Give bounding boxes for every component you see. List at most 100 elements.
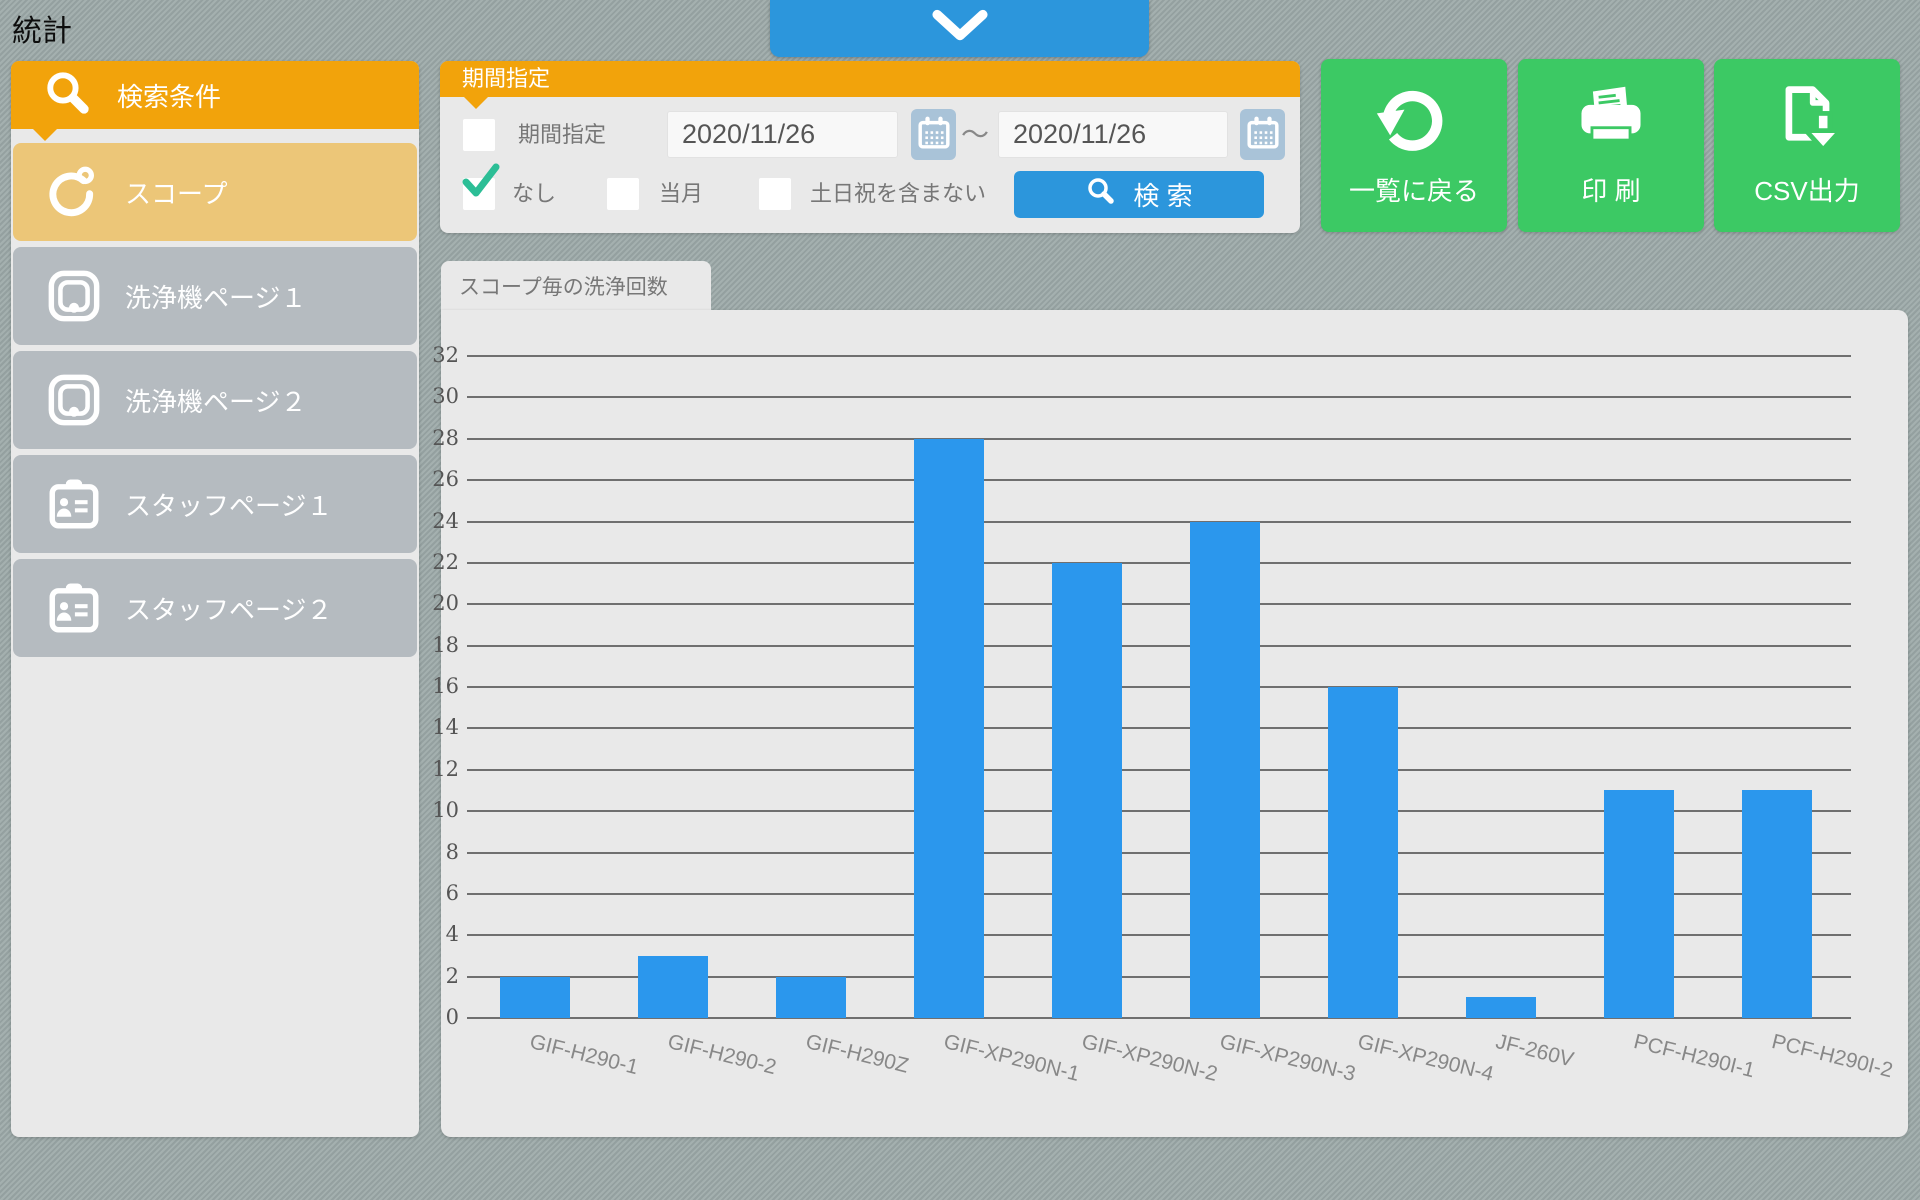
filter-none-checkbox[interactable]: [462, 163, 500, 210]
calendar-from-button[interactable]: [911, 109, 956, 160]
y-axis-tick-label: 32: [432, 343, 459, 367]
search-button[interactable]: 検 索: [1014, 171, 1264, 218]
gridline: [467, 975, 1851, 978]
x-axis-tick-label: GIF-XP290N-2: [1079, 1030, 1220, 1086]
gridline: [467, 686, 1851, 688]
bar-PCF-H290I-1: [1604, 790, 1674, 1018]
bar-GIF-XP290N-1: [914, 438, 984, 1018]
x-axis-tick-label: JF-260V: [1493, 1030, 1577, 1072]
gridline: [467, 1017, 1851, 1019]
search-icon: [41, 66, 95, 125]
x-axis-tick-label: GIF-XP290N-1: [941, 1030, 1082, 1086]
date-from-input[interactable]: [667, 111, 898, 158]
action-button-label: CSV出力: [1754, 176, 1860, 206]
search-icon: [1085, 175, 1117, 214]
sidebar-header-pointer: [33, 129, 57, 141]
x-axis-tick-label: GIF-XP290N-3: [1217, 1030, 1358, 1086]
bar-GIF-XP290N-2: [1052, 562, 1122, 1018]
date-range-separator: ～: [961, 119, 990, 150]
y-axis-tick-label: 6: [445, 880, 459, 905]
gridline: [467, 479, 1851, 482]
y-axis-tick-label: 18: [432, 632, 459, 657]
sidebar-item-label: スコープ: [125, 178, 228, 209]
chevron-down-icon: [921, 8, 999, 49]
search-button-label: 検 索: [1133, 181, 1193, 211]
y-axis-tick-label: 10: [432, 798, 459, 823]
staff-icon: [45, 576, 103, 640]
bar-GIF-H290-2: [638, 955, 708, 1018]
y-axis-tick-label: 28: [432, 425, 459, 450]
y-axis-tick-label: 4: [445, 922, 459, 947]
y-axis-tick-label: 16: [432, 674, 459, 698]
gridline: [467, 934, 1851, 937]
sidebar-items: スコープ洗浄機ページ１ 洗浄機ページ２ スタッフページ１ スタッフページ２: [13, 143, 417, 657]
y-axis-tick-label: 24: [432, 508, 459, 533]
printer-icon: [1571, 81, 1651, 163]
sidebar-item-label: スタッフページ２: [125, 594, 333, 625]
staff-icon: [45, 472, 103, 536]
bar-PCF-H290I-2: [1742, 790, 1812, 1018]
bar-chart: 0 2 4 6 8 10 12 14 16 18 20 22 24 26 28 30 32 GIF-H290-1 G…: [432, 343, 1895, 1086]
sidebar-header: 検索条件: [11, 61, 419, 129]
gridline: [467, 355, 1851, 357]
gridline: [467, 644, 1851, 647]
calendar-to-button[interactable]: [1240, 109, 1285, 160]
gridline: [467, 810, 1851, 813]
y-axis-tick-label: 14: [432, 715, 459, 740]
bar-GIF-H290-1: [500, 976, 570, 1018]
collapse-panel-button[interactable]: [770, 0, 1149, 57]
y-axis-tick-label: 2: [445, 963, 459, 988]
y-axis-tick-label: 30: [432, 384, 459, 409]
csv-export-button[interactable]: CSV出力: [1714, 59, 1900, 232]
bar-GIF-XP290N-3: [1190, 521, 1260, 1018]
bar-GIF-XP290N-4: [1328, 687, 1398, 1018]
y-axis-tick-label: 22: [432, 549, 459, 574]
filter-current-month-checkbox[interactable]: [607, 178, 639, 210]
period-panel-title: 期間指定: [462, 66, 551, 91]
gridline: [467, 437, 1851, 440]
filter-none-label: なし: [512, 181, 557, 206]
sidebar-item-staff-page-1[interactable]: スタッフページ１: [13, 455, 417, 553]
calendar-icon: [915, 114, 953, 155]
sidebar-item-scope[interactable]: スコープ: [13, 143, 417, 241]
filter-exclude-weekends-holidays-label: 土日祝を含まない: [810, 181, 987, 206]
back-to-list-button[interactable]: 一覧に戻る: [1321, 59, 1507, 232]
x-axis-tick-label: GIF-XP290N-4: [1355, 1030, 1496, 1086]
x-axis-tick-label: PCF-H290I-2: [1769, 1030, 1896, 1083]
print-button[interactable]: 印 刷: [1518, 59, 1704, 232]
sidebar-header-label: 検索条件: [117, 81, 222, 112]
date-to-input[interactable]: [998, 111, 1228, 158]
period-panel-header: 期間指定: [440, 61, 1300, 97]
chart-tab-label: スコープ毎の洗浄回数: [459, 276, 668, 299]
gridline: [467, 603, 1851, 606]
sidebar-item-label: スタッフページ１: [125, 490, 333, 521]
y-axis-tick-label: 26: [432, 467, 459, 492]
period-range-checkbox[interactable]: [463, 119, 495, 151]
gridline: [467, 520, 1851, 523]
x-axis-tick-label: GIF-H290-1: [527, 1030, 641, 1080]
filter-current-month-label: 当月: [659, 181, 704, 206]
filter-exclude-weekends-holidays-checkbox[interactable]: [759, 178, 791, 210]
chart-tab[interactable]: スコープ毎の洗浄回数: [441, 261, 711, 313]
gridline: [467, 727, 1851, 730]
bar-GIF-H290Z: [776, 976, 846, 1018]
x-axis-tick-label: GIF-H290Z: [803, 1030, 911, 1078]
sidebar-item-label: 洗浄機ページ１: [125, 282, 307, 313]
action-button-label: 一覧に戻る: [1348, 176, 1479, 206]
gridline: [467, 768, 1851, 771]
sidebar-item-label: 洗浄機ページ２: [125, 386, 307, 417]
sidebar-item-washer-page-1[interactable]: 洗浄機ページ１: [13, 247, 417, 345]
y-axis-tick-label: 0: [445, 1005, 459, 1029]
calendar-icon: [1244, 114, 1282, 155]
x-axis-tick-label: GIF-H290-2: [665, 1030, 779, 1080]
washer-icon: [45, 264, 103, 328]
washer-icon: [45, 368, 103, 432]
scope-icon: [45, 160, 103, 224]
sidebar-item-washer-page-2[interactable]: 洗浄機ページ２: [13, 351, 417, 449]
y-axis-tick-label: 20: [432, 591, 459, 616]
period-panel-pointer: [464, 97, 488, 109]
y-axis-tick-label: 8: [445, 839, 459, 864]
action-button-label: 印 刷: [1581, 176, 1641, 206]
sidebar-item-staff-page-2[interactable]: スタッフページ２: [13, 559, 417, 657]
